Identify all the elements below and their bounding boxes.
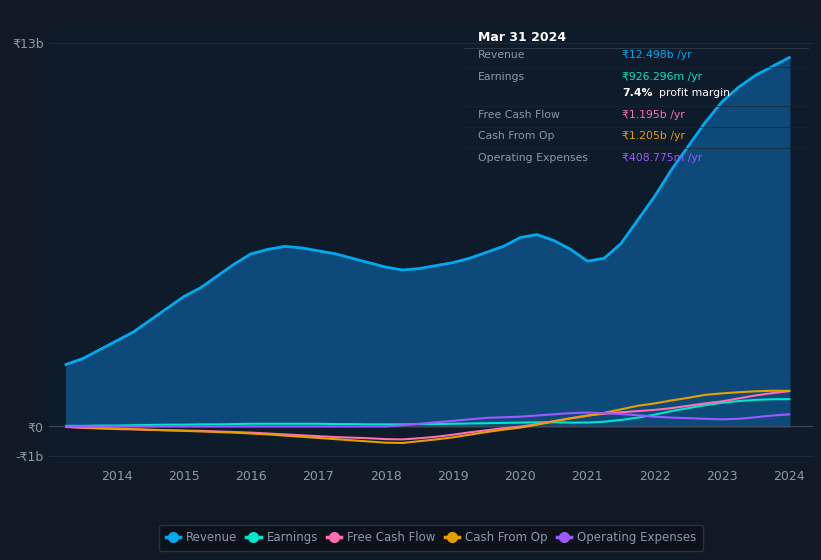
Text: Cash From Op: Cash From Op: [478, 131, 554, 141]
Text: ₹1.205b /yr: ₹1.205b /yr: [622, 131, 686, 141]
Text: Free Cash Flow: Free Cash Flow: [478, 110, 560, 120]
Text: ₹926.296m /yr: ₹926.296m /yr: [622, 72, 703, 82]
Text: ₹1.195b /yr: ₹1.195b /yr: [622, 110, 686, 120]
Text: 7.4%: 7.4%: [622, 88, 653, 98]
Text: Earnings: Earnings: [478, 72, 525, 82]
Text: ₹408.775m /yr: ₹408.775m /yr: [622, 153, 703, 164]
Text: Mar 31 2024: Mar 31 2024: [478, 31, 566, 44]
Legend: Revenue, Earnings, Free Cash Flow, Cash From Op, Operating Expenses: Revenue, Earnings, Free Cash Flow, Cash …: [159, 525, 703, 550]
Text: Revenue: Revenue: [478, 50, 525, 60]
Text: ₹12.498b /yr: ₹12.498b /yr: [622, 50, 692, 60]
Text: Operating Expenses: Operating Expenses: [478, 153, 588, 164]
Text: profit margin: profit margin: [658, 88, 730, 98]
